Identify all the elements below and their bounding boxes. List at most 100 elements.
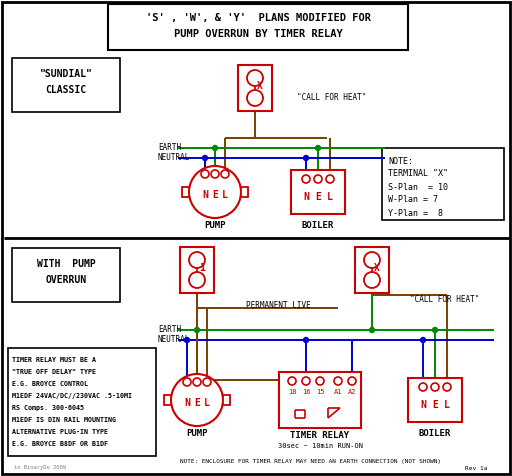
Bar bbox=[223, 395, 230, 405]
Circle shape bbox=[221, 170, 229, 178]
Circle shape bbox=[370, 327, 374, 333]
Text: Y-Plan =  8: Y-Plan = 8 bbox=[388, 208, 443, 218]
Circle shape bbox=[302, 175, 310, 183]
Circle shape bbox=[334, 377, 342, 385]
Text: "SUNDIAL": "SUNDIAL" bbox=[39, 69, 93, 79]
Text: OVERRUN: OVERRUN bbox=[46, 275, 87, 285]
Circle shape bbox=[203, 156, 207, 160]
Bar bbox=[12, 248, 120, 302]
Bar bbox=[12, 58, 120, 112]
Text: 'S' , 'W', & 'Y'  PLANS MODIFIED FOR: 'S' , 'W', & 'Y' PLANS MODIFIED FOR bbox=[145, 13, 371, 23]
Text: BOILER: BOILER bbox=[302, 221, 334, 230]
Text: M1EDF IS DIN RAIL MOUNTING: M1EDF IS DIN RAIL MOUNTING bbox=[12, 417, 116, 423]
Text: L: L bbox=[204, 398, 210, 408]
Circle shape bbox=[171, 374, 223, 426]
Circle shape bbox=[433, 327, 437, 333]
Bar bbox=[291, 170, 345, 214]
Text: E.G. BROYCE B8DF OR B1DF: E.G. BROYCE B8DF OR B1DF bbox=[12, 441, 108, 447]
Bar bbox=[238, 65, 272, 111]
Bar bbox=[382, 148, 504, 220]
Text: E: E bbox=[212, 190, 218, 200]
Bar bbox=[164, 395, 171, 405]
Text: L: L bbox=[444, 400, 450, 410]
Circle shape bbox=[189, 166, 241, 218]
Text: N: N bbox=[303, 192, 309, 202]
Text: EARTH: EARTH bbox=[158, 143, 181, 152]
Text: ALTERNATIVE PLUG-IN TYPE: ALTERNATIVE PLUG-IN TYPE bbox=[12, 429, 108, 435]
Text: Rev 1a: Rev 1a bbox=[465, 466, 487, 470]
Circle shape bbox=[211, 170, 219, 178]
Text: X: X bbox=[374, 263, 380, 273]
Text: A2: A2 bbox=[348, 389, 356, 395]
Text: 30sec ~ 10min RUN-ON: 30sec ~ 10min RUN-ON bbox=[278, 443, 362, 449]
Circle shape bbox=[316, 377, 324, 385]
Circle shape bbox=[189, 252, 205, 268]
Text: NEUTRAL: NEUTRAL bbox=[158, 336, 190, 345]
Circle shape bbox=[302, 377, 310, 385]
Text: E: E bbox=[315, 192, 321, 202]
Circle shape bbox=[443, 383, 451, 391]
Text: TERMINAL "X": TERMINAL "X" bbox=[388, 169, 448, 178]
Text: N: N bbox=[184, 398, 190, 408]
Text: S-Plan  = 10: S-Plan = 10 bbox=[388, 182, 448, 191]
Circle shape bbox=[195, 327, 200, 333]
Circle shape bbox=[419, 383, 427, 391]
Bar bbox=[355, 247, 389, 293]
Circle shape bbox=[203, 378, 211, 386]
Circle shape bbox=[326, 175, 334, 183]
Text: BOILER: BOILER bbox=[419, 429, 451, 438]
Text: EARTH: EARTH bbox=[158, 326, 181, 335]
Text: WITH  PUMP: WITH PUMP bbox=[37, 259, 95, 269]
Circle shape bbox=[193, 378, 201, 386]
Text: PUMP: PUMP bbox=[204, 221, 226, 230]
Circle shape bbox=[183, 378, 191, 386]
Text: PUMP: PUMP bbox=[186, 429, 208, 438]
Circle shape bbox=[364, 272, 380, 288]
Text: 16: 16 bbox=[302, 389, 310, 395]
Circle shape bbox=[247, 70, 263, 86]
Text: W-Plan = 7: W-Plan = 7 bbox=[388, 196, 438, 205]
Bar bbox=[279, 372, 361, 428]
Text: E.G. BROYCE CONTROL: E.G. BROYCE CONTROL bbox=[12, 381, 88, 387]
Circle shape bbox=[348, 377, 356, 385]
Text: N: N bbox=[202, 190, 208, 200]
Text: "CALL FOR HEAT": "CALL FOR HEAT" bbox=[410, 296, 479, 305]
Circle shape bbox=[304, 156, 309, 160]
Circle shape bbox=[304, 337, 309, 343]
Circle shape bbox=[315, 146, 321, 150]
Text: E: E bbox=[194, 398, 200, 408]
Text: RS Comps. 300-6045: RS Comps. 300-6045 bbox=[12, 405, 84, 411]
Text: in BinaryDo 2009: in BinaryDo 2009 bbox=[14, 466, 66, 470]
Bar bbox=[180, 247, 214, 293]
Text: L: L bbox=[222, 190, 228, 200]
Text: "CALL FOR HEAT": "CALL FOR HEAT" bbox=[297, 93, 367, 102]
Circle shape bbox=[189, 272, 205, 288]
Text: NOTE: ENCLOSURE FOR TIMER RELAY MAY NEED AN EARTH CONNECTION (NOT SHOWN): NOTE: ENCLOSURE FOR TIMER RELAY MAY NEED… bbox=[180, 459, 440, 465]
Text: PUMP OVERRUN BY TIMER RELAY: PUMP OVERRUN BY TIMER RELAY bbox=[174, 29, 343, 39]
Text: E: E bbox=[432, 400, 438, 410]
Circle shape bbox=[212, 146, 218, 150]
Bar bbox=[8, 348, 156, 456]
Text: N: N bbox=[420, 400, 426, 410]
Bar bbox=[108, 4, 408, 50]
Circle shape bbox=[184, 337, 189, 343]
Bar bbox=[241, 187, 248, 197]
Text: PERMANENT LIVE: PERMANENT LIVE bbox=[246, 301, 310, 310]
Text: NEUTRAL: NEUTRAL bbox=[158, 153, 190, 162]
Text: M1EDF 24VAC/DC//230VAC .5-10MI: M1EDF 24VAC/DC//230VAC .5-10MI bbox=[12, 393, 132, 399]
Text: TIMER RELAY: TIMER RELAY bbox=[290, 432, 350, 440]
Circle shape bbox=[420, 337, 425, 343]
Text: 18: 18 bbox=[288, 389, 296, 395]
Circle shape bbox=[431, 383, 439, 391]
Circle shape bbox=[247, 90, 263, 106]
Text: A1: A1 bbox=[334, 389, 342, 395]
Text: CLASSIC: CLASSIC bbox=[46, 85, 87, 95]
Bar bbox=[408, 378, 462, 422]
Text: TIMER RELAY MUST BE A: TIMER RELAY MUST BE A bbox=[12, 357, 96, 363]
Text: 1: 1 bbox=[199, 263, 205, 273]
Circle shape bbox=[364, 252, 380, 268]
Text: 15: 15 bbox=[316, 389, 324, 395]
Text: "TRUE OFF DELAY" TYPE: "TRUE OFF DELAY" TYPE bbox=[12, 369, 96, 375]
Circle shape bbox=[201, 170, 209, 178]
Text: L: L bbox=[327, 192, 333, 202]
